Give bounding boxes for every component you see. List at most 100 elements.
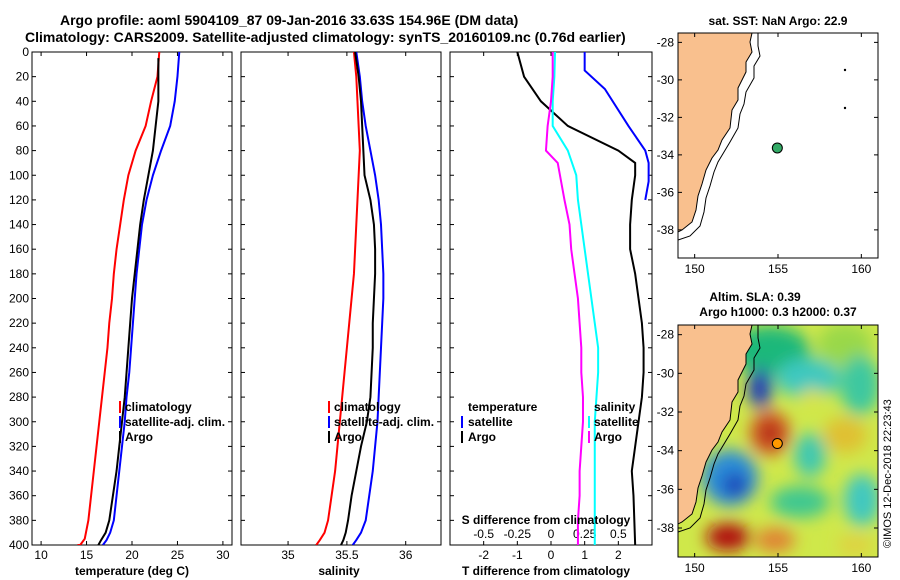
series-line-s-satellite xyxy=(551,52,600,545)
series-line-s-argo xyxy=(544,52,584,545)
xtick-label: 20 xyxy=(125,548,139,562)
sst-map-island xyxy=(843,68,847,72)
temperature-xlabel: temperature (deg C) xyxy=(75,564,189,578)
difference-legend-temperature: temperature satellite Argo xyxy=(461,400,538,444)
sst-map-panel: sat. SST: NaN Argo: 22.9 -28 -30 -32 -34 -36… xyxy=(657,14,879,276)
sla-map-subtitle: Argo h1000: 0.3 h2000: 0.37 xyxy=(699,305,857,319)
ytick-label: 380 xyxy=(9,513,29,527)
salinity-xlabel: salinity xyxy=(318,564,360,578)
xtick-label: 25 xyxy=(171,548,185,562)
sla-map-lat-ticks: -28 -30 -32 -34 -36 -38 xyxy=(657,328,878,535)
temperature-legend: climatology satellite-adj. clim. Argo xyxy=(119,400,225,444)
ytick-label: 400 xyxy=(9,538,29,552)
sla-map-title: Altim. SLA: 0.39 xyxy=(709,290,801,304)
lat-tick-label: -30 xyxy=(657,73,675,87)
sla-blob xyxy=(776,358,840,398)
series-line-argo xyxy=(340,52,377,545)
sla-blob xyxy=(770,486,830,518)
pressure-tick-group: 0 20 40 60 80 100 120 140 160 180 200 220 240 260 280 3… xyxy=(9,45,232,552)
legend-label-argo: Argo xyxy=(334,430,362,444)
difference-axes-frame xyxy=(449,51,653,546)
difference-legend-salinity: salinity satellite Argo xyxy=(588,400,639,444)
lon-tick-label: 150 xyxy=(685,262,705,276)
ytick-label: 140 xyxy=(9,218,29,232)
sla-blob xyxy=(844,474,878,526)
lat-tick-label: -28 xyxy=(657,328,675,342)
series-line-t-argo xyxy=(516,52,645,545)
legend-label-s-satellite: satellite xyxy=(594,415,639,429)
sst-map-title: sat. SST: NaN Argo: 22.9 xyxy=(709,14,848,28)
legend-label-s-argo: Argo xyxy=(594,430,622,444)
lat-tick-label: -36 xyxy=(657,482,675,496)
ytick-label: 100 xyxy=(9,168,29,182)
legend-label-satellite: satellite-adj. clim. xyxy=(125,415,225,429)
sla-map-panel: Altim. SLA: 0.39 Argo h1000: 0.3 h2000: … xyxy=(657,290,879,575)
x2tick-label: -0.5 xyxy=(473,527,494,541)
ytick-label: 80 xyxy=(16,144,30,158)
difference-series-group xyxy=(516,52,650,545)
series-line-satellite-adj-clim- xyxy=(351,52,385,545)
sla-blob xyxy=(723,473,747,497)
watermark: ©IMOS 12-Dec-2018 22:23:43 xyxy=(882,399,894,548)
series-line-climatology xyxy=(315,52,361,545)
salinity-axes-frame xyxy=(240,51,442,546)
ytick-label: 60 xyxy=(16,119,30,133)
sst-map-island xyxy=(843,106,847,110)
xtick-label: -1 xyxy=(512,548,523,562)
temperature-tick-group: 10 15 20 25 30 xyxy=(34,52,230,562)
argo-location-marker xyxy=(771,142,783,154)
ytick-label: 160 xyxy=(9,242,29,256)
lat-tick-label: -34 xyxy=(657,148,675,162)
xtick-label: 35 xyxy=(281,548,295,562)
series-line-satellite-adj-clim- xyxy=(102,52,181,545)
sla-map-coast-outline xyxy=(678,325,761,533)
lon-tick-label: 160 xyxy=(851,561,871,575)
sla-blob xyxy=(755,528,795,552)
salinity-ytick-group xyxy=(241,51,441,546)
lat-tick-label: -38 xyxy=(657,521,675,535)
lon-tick-label: 160 xyxy=(851,262,871,276)
t-difference-xlabel: T difference from climatology xyxy=(462,564,630,578)
lon-tick-label: 150 xyxy=(685,561,705,575)
x2tick-label: 0.25 xyxy=(573,527,597,541)
lat-tick-label: -30 xyxy=(657,366,675,380)
t-difference-tick-group: -2 -1 0 1 2 xyxy=(478,52,622,562)
lon-tick-label: 155 xyxy=(768,561,788,575)
ytick-label: 120 xyxy=(9,193,29,207)
sla-blob xyxy=(837,535,873,555)
temperature-panel: 0 20 40 60 80 100 120 140 160 180 200 220 240 260 280 3… xyxy=(9,45,233,578)
temperature-series-group xyxy=(77,52,181,545)
series-line-argo xyxy=(97,58,160,545)
lon-tick-label: 155 xyxy=(768,262,788,276)
lat-tick-label: -36 xyxy=(657,185,675,199)
ytick-label: 40 xyxy=(16,94,30,108)
legend-label-t-satellite: satellite xyxy=(468,415,513,429)
argo-location-marker-sla xyxy=(771,438,783,450)
ytick-label: 320 xyxy=(9,439,29,453)
xtick-label: -2 xyxy=(478,548,489,562)
legend-label-climatology: climatology xyxy=(334,400,401,414)
xtick-label: 15 xyxy=(80,548,94,562)
salinity-legend: climatology satellite-adj. clim. Argo xyxy=(328,400,434,444)
sst-map-coast-outline xyxy=(678,33,761,241)
difference-ytick-group xyxy=(450,51,652,546)
xtick-label: 0 xyxy=(548,548,555,562)
xtick-label: 35.5 xyxy=(335,548,359,562)
sst-map-lon-ticks: 150 155 160 xyxy=(685,33,872,276)
sla-blob xyxy=(706,523,750,551)
sla-blob xyxy=(802,388,822,404)
sla-map-lon-ticks: 150 155 160 xyxy=(685,325,872,575)
chart-title-line1: Argo profile: aoml 5904109_87 09-Jan-201… xyxy=(60,12,518,28)
lat-tick-label: -38 xyxy=(657,223,675,237)
lat-tick-label: -28 xyxy=(657,35,675,49)
x2tick-label: 0 xyxy=(548,527,555,541)
difference-panel: -2 -1 0 1 2 -0.5 -0.25 0 0.25 0.5 T difference f… xyxy=(449,51,653,578)
ytick-label: 200 xyxy=(9,292,29,306)
lat-tick-label: -32 xyxy=(657,110,675,124)
legend-label-t-argo: Argo xyxy=(468,430,496,444)
ytick-label: 280 xyxy=(9,390,29,404)
s-difference-xlabel: S difference from climatology xyxy=(462,513,631,527)
ytick-label: 0 xyxy=(22,45,29,59)
sla-blob xyxy=(748,368,772,408)
sla-blob xyxy=(794,433,826,477)
